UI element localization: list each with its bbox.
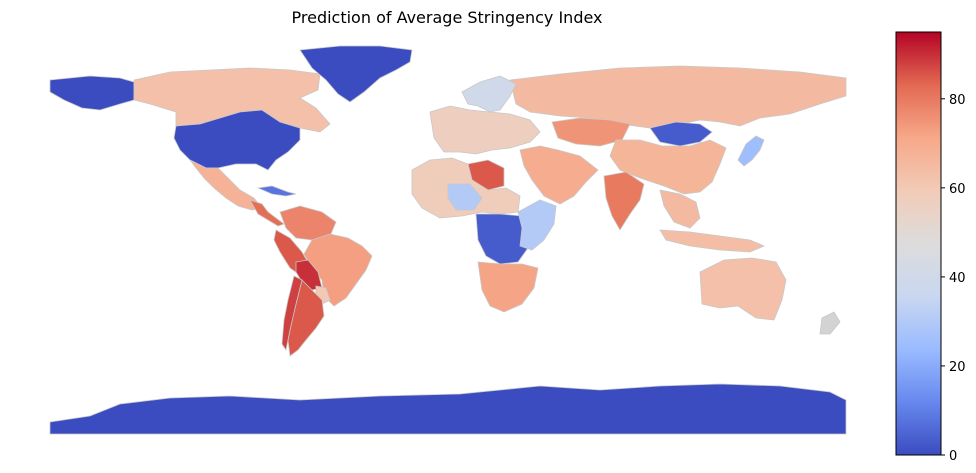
- region-east-africa: [517, 199, 557, 251]
- region-middle-east: [519, 145, 599, 205]
- chart-title: Prediction of Average Stringency Index: [291, 8, 603, 27]
- world-map: [49, 45, 847, 435]
- region-mali-niger: [447, 183, 483, 211]
- colorbar-tick-label: 20: [949, 360, 966, 375]
- region-chile: [281, 275, 303, 352]
- region-southeast-asia: [659, 189, 701, 229]
- region-japan: [737, 135, 765, 167]
- region-alaska: [49, 75, 135, 111]
- colorbar-tick-label: 40: [949, 271, 966, 286]
- region-scandinavia: [461, 75, 517, 113]
- region-russia: [509, 65, 847, 129]
- region-canada: [133, 67, 331, 133]
- region-mongolia: [649, 121, 713, 147]
- colorbar-gradient: [895, 31, 942, 456]
- colorbar-ticks: 0 20 40 60 80: [941, 93, 966, 464]
- region-new-zealand: [819, 311, 841, 335]
- region-europe: [429, 105, 541, 155]
- region-southern-africa: [477, 261, 539, 313]
- colorbar-tick-label: 80: [949, 93, 966, 108]
- region-cuba: [256, 185, 297, 197]
- colorbar-tick-label: 60: [949, 182, 966, 197]
- region-greenland: [299, 45, 413, 103]
- region-central-africa: [475, 213, 531, 265]
- region-india: [603, 171, 645, 231]
- region-australia: [699, 257, 787, 321]
- region-central-america: [249, 199, 285, 227]
- colorbar-tick-label: 0: [949, 449, 957, 464]
- region-indonesia: [659, 229, 766, 253]
- region-antarctica: [49, 383, 847, 435]
